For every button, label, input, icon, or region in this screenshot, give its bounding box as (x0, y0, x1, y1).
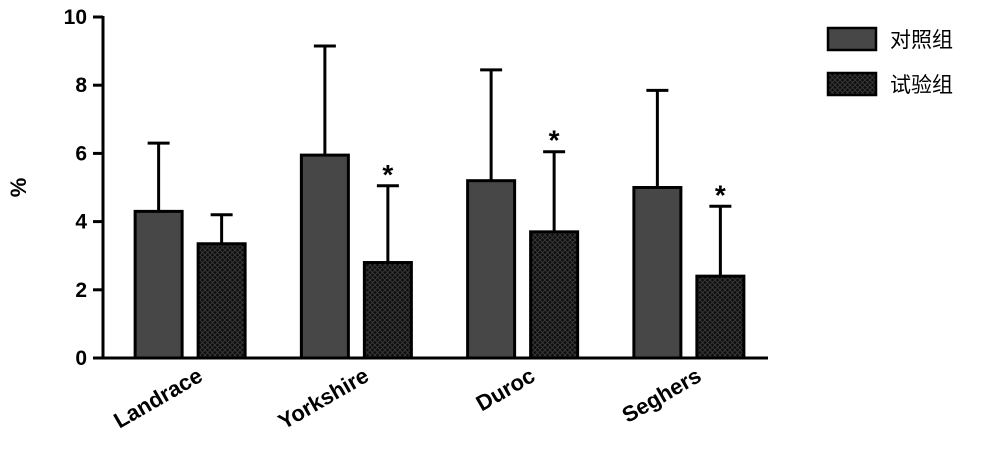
x-tick-label: Seghers (618, 363, 706, 428)
legend-label: 对照组 (890, 28, 953, 52)
y-tick-label: 2 (75, 279, 87, 302)
bar-landrace-1 (196, 242, 247, 360)
x-tick-label: Duroc (472, 363, 540, 416)
significance-marker: * (549, 125, 560, 156)
y-tick-label: 6 (75, 142, 87, 165)
x-tick-label: Yorkshire (274, 363, 373, 435)
bar-landrace-0 (133, 209, 184, 360)
y-tick-label: 0 (75, 347, 87, 370)
labels: 0 2 4 6 8 10% Landrace * Yorkshire * Duroc * Seghers (6, 6, 726, 434)
y-tick-label: 8 (75, 74, 87, 97)
bar-yorkshire-1 (362, 261, 413, 360)
x-tick-label: Landrace (109, 363, 206, 434)
bar-seghers-1 (695, 274, 746, 360)
bar-duroc-1 (529, 230, 580, 360)
legend-label: 试验组 (890, 73, 953, 97)
legend-swatch (826, 26, 878, 52)
y-axis-label: % (6, 178, 31, 198)
significance-marker: * (715, 179, 726, 210)
bar-duroc-0 (466, 179, 517, 360)
legend-swatch (826, 71, 878, 97)
bar-yorkshire-0 (299, 153, 350, 360)
significance-marker: * (382, 159, 393, 190)
y-tick-label: 4 (75, 211, 87, 234)
bars (133, 44, 746, 360)
bar-seghers-0 (632, 186, 683, 360)
y-tick-label: 10 (64, 6, 87, 29)
